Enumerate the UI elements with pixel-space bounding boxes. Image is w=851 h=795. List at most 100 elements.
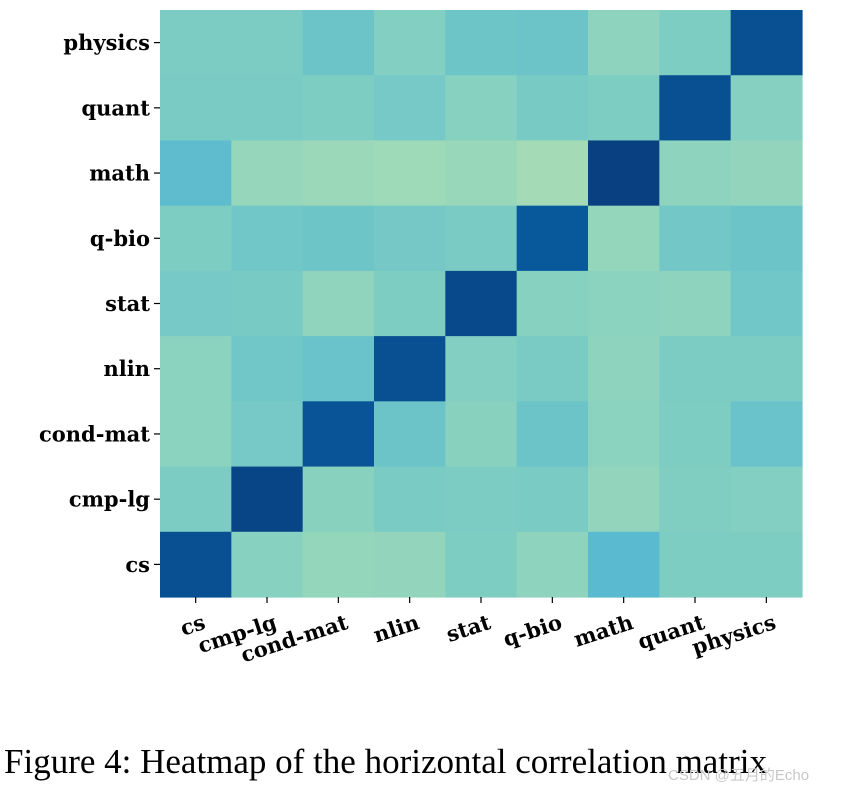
heatmap-cell-quant-cs — [160, 75, 232, 142]
heatmap-cell-q-bio-cond-mat — [302, 205, 375, 272]
heatmap-cell-stat-stat — [445, 270, 518, 337]
heatmap-cell-nlin-physics — [730, 336, 803, 402]
heatmap-cell-cond-mat-cs — [160, 401, 232, 468]
heatmap-cell-q-bio-stat — [445, 205, 518, 272]
heatmap-cell-cond-mat-quant — [659, 401, 732, 468]
heatmap-cell-stat-cmp-lg — [231, 270, 304, 337]
heatmap-cell-math-cs — [160, 140, 232, 207]
heatmap-cell-stat-cs — [160, 270, 232, 337]
y-tick-label-physics: physics — [63, 30, 150, 55]
heatmap-cell-cond-mat-physics — [730, 401, 803, 468]
heatmap-cell-nlin-stat — [445, 336, 518, 402]
heatmap-cell-cs-quant — [659, 531, 732, 598]
heatmap-cell-cond-mat-stat — [445, 401, 518, 468]
heatmap-cell-q-bio-q-bio — [516, 205, 589, 272]
heatmap-cell-cs-math — [588, 531, 660, 598]
heatmap-cell-physics-cmp-lg — [231, 10, 304, 76]
heatmap-cell-cs-cs — [160, 531, 232, 598]
y-tick-label-nlin: nlin — [104, 356, 151, 381]
heatmap-cell-nlin-math — [588, 336, 660, 402]
y-tick-label-q-bio: q-bio — [90, 226, 150, 251]
y-tick-label-quant: quant — [81, 95, 150, 120]
heatmap-cell-cs-nlin — [374, 531, 446, 598]
heatmap-cell-math-physics — [730, 140, 803, 207]
heatmap-cell-cond-mat-q-bio — [516, 401, 589, 468]
heatmap-cell-cond-mat-math — [588, 401, 660, 468]
heatmap-cell-quant-math — [588, 75, 660, 142]
heatmap-cell-quant-cmp-lg — [231, 75, 304, 142]
y-tick-label-math: math — [89, 161, 150, 186]
heatmap-cell-physics-q-bio — [516, 10, 589, 76]
y-tick-label-cond-mat: cond-mat — [39, 421, 150, 446]
heatmap-cell-cond-mat-nlin — [374, 401, 446, 468]
heatmap-cell-quant-nlin — [374, 75, 446, 142]
x-tick-label-nlin: nlin — [370, 609, 422, 647]
heatmap-cell-cmp-lg-q-bio — [516, 466, 589, 533]
heatmap-chart: physicsquantmathq-biostatnlincond-matcmp… — [39, 10, 803, 667]
heatmap-cell-nlin-q-bio — [516, 336, 589, 402]
heatmap-cell-cmp-lg-stat — [445, 466, 518, 533]
heatmap-cell-physics-nlin — [374, 10, 446, 76]
heatmap-cell-cmp-lg-math — [588, 466, 660, 533]
y-axis: physics quant math q-bio stat nlin cond-mat cmp… — [39, 30, 160, 577]
heatmap-cell-nlin-quant — [659, 336, 732, 402]
heatmap-cell-stat-q-bio — [516, 270, 589, 337]
heatmap-cell-cs-cond-mat — [302, 531, 375, 598]
heatmap-cell-math-q-bio — [516, 140, 589, 207]
y-tick-label-cmp-lg: cmp-lg — [69, 487, 150, 512]
heatmap-cell-quant-physics — [730, 75, 803, 142]
figure-caption: Figure 4: Heatmap of the horizontal corr… — [4, 742, 767, 781]
x-tick-label-math: math — [571, 609, 637, 652]
heatmap-cell-nlin-cond-mat — [302, 336, 375, 402]
y-tick-label-cs: cs — [125, 552, 150, 577]
heatmap-cell-quant-stat — [445, 75, 518, 142]
heatmap-cell-q-bio-physics — [730, 205, 803, 272]
heatmap-cell-q-bio-cs — [160, 205, 232, 272]
heatmap-cell-math-cmp-lg — [231, 140, 304, 207]
heatmap-cell-cond-mat-cond-mat — [302, 401, 375, 468]
heatmap-cell-q-bio-math — [588, 205, 660, 272]
heatmap-cell-stat-quant — [659, 270, 732, 337]
heatmap-cell-math-math — [588, 140, 660, 207]
heatmap-cell-stat-physics — [730, 270, 803, 337]
heatmap-cell-physics-cond-mat — [302, 10, 375, 76]
heatmap-cell-math-quant — [659, 140, 732, 207]
heatmap-cell-q-bio-quant — [659, 205, 732, 272]
heatmap-cell-quant-quant — [659, 75, 732, 142]
x-tick-label-stat: stat — [443, 609, 494, 647]
heatmap-cell-stat-nlin — [374, 270, 446, 337]
heatmap-cell-cmp-lg-quant — [659, 466, 732, 533]
x-tick-label-physics: physics — [689, 609, 779, 660]
heatmap-cell-physics-cs — [160, 10, 232, 76]
heatmap-cell-quant-q-bio — [516, 75, 589, 142]
heatmap-cell-math-nlin — [374, 140, 446, 207]
heatmap-cell-physics-quant — [659, 10, 732, 76]
heatmap-cell-q-bio-cmp-lg — [231, 205, 304, 272]
heatmap-cell-q-bio-nlin — [374, 205, 446, 272]
heatmap-cell-cs-stat — [445, 531, 518, 598]
heatmap-cell-cs-cmp-lg — [231, 531, 304, 598]
heatmap-cell-physics-stat — [445, 10, 518, 76]
heatmap-cell-cmp-lg-physics — [730, 466, 803, 533]
heatmap-cell-cmp-lg-cond-mat — [302, 466, 375, 533]
heatmap-cell-cs-q-bio — [516, 531, 589, 598]
heatmap-cell-cmp-lg-cs — [160, 466, 232, 533]
y-tick-label-stat: stat — [105, 291, 150, 316]
heatmap-cell-cmp-lg-nlin — [374, 466, 446, 533]
heatmap-cell-physics-physics — [730, 10, 803, 76]
x-tick-label-q-bio: q-bio — [500, 609, 565, 651]
heatmap-cells — [160, 10, 803, 598]
heatmap-cell-cs-physics — [730, 531, 803, 598]
heatmap-cell-nlin-cmp-lg — [231, 336, 304, 402]
heatmap-cell-math-cond-mat — [302, 140, 375, 207]
heatmap-cell-nlin-nlin — [374, 336, 446, 402]
heatmap-cell-physics-math — [588, 10, 660, 76]
heatmap-cell-cond-mat-cmp-lg — [231, 401, 304, 468]
heatmap-cell-stat-math — [588, 270, 660, 337]
heatmap-cell-stat-cond-mat — [302, 270, 375, 337]
heatmap-cell-quant-cond-mat — [302, 75, 375, 142]
heatmap-cell-nlin-cs — [160, 336, 232, 402]
watermark: CSDN @五月的Echo — [668, 767, 810, 784]
heatmap-cell-math-stat — [445, 140, 518, 207]
